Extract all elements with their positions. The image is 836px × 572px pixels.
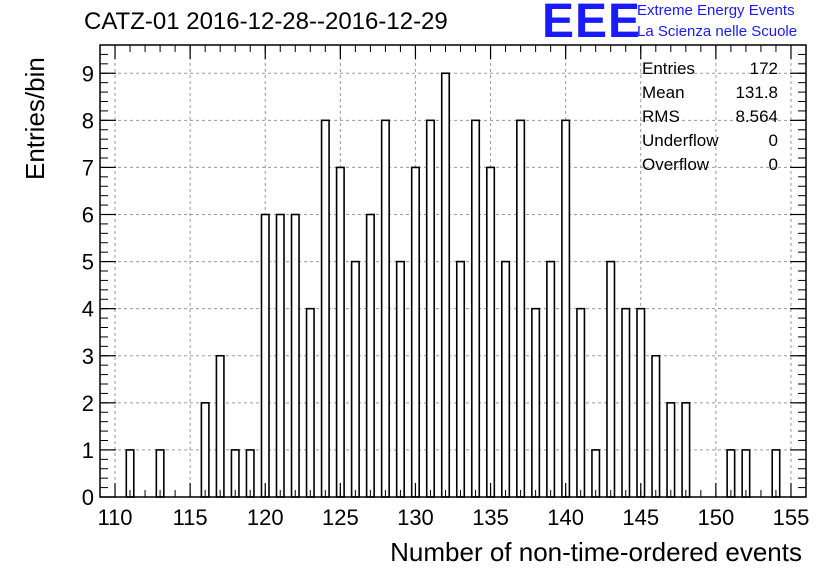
stats-row-mean: Mean 131.8 xyxy=(642,82,778,106)
histogram-bar xyxy=(741,449,751,498)
histogram-bar xyxy=(636,307,646,498)
histogram-bar xyxy=(651,354,661,498)
axis-ticks xyxy=(99,44,807,498)
histogram-bar xyxy=(576,307,586,498)
histogram-bar xyxy=(125,449,135,498)
histogram-bar xyxy=(621,307,631,498)
stats-label: Mean xyxy=(642,83,685,102)
histogram-bar xyxy=(290,213,300,498)
histogram-bar xyxy=(606,260,616,498)
histogram-bar xyxy=(726,449,736,498)
stats-value: 0 xyxy=(768,131,778,150)
x-tick-label: 155 xyxy=(773,505,810,530)
stats-label: Entries xyxy=(642,59,695,78)
stats-label: Underflow xyxy=(642,131,719,150)
histogram-bar xyxy=(470,119,481,498)
y-tick-label: 0 xyxy=(82,485,94,510)
stats-value: 8.564 xyxy=(735,107,778,126)
x-tick-label: 120 xyxy=(247,505,284,530)
histogram-bar xyxy=(546,260,556,498)
y-tick-label: 1 xyxy=(82,438,94,463)
histogram-bar xyxy=(275,213,285,498)
stats-box: Entries 172 Mean 131.8 RMS 8.564 Underfl… xyxy=(642,58,778,178)
x-tick-label: 135 xyxy=(472,505,509,530)
x-tick-label: 130 xyxy=(397,505,434,530)
y-tick-label: 9 xyxy=(82,61,94,86)
x-tick-label: 115 xyxy=(173,505,208,530)
y-tick-label: 2 xyxy=(82,391,94,416)
stats-label: Overflow xyxy=(642,155,710,174)
histogram-bar xyxy=(335,166,345,498)
stats-row-underflow: Underflow 0 xyxy=(642,130,778,154)
y-tick-label: 6 xyxy=(82,203,94,228)
stats-value: 0 xyxy=(768,155,778,174)
stats-row-entries: Entries 172 xyxy=(642,58,778,82)
stats-value: 131.8 xyxy=(735,83,778,102)
y-tick-label: 8 xyxy=(82,108,94,133)
histogram-bar xyxy=(591,449,601,498)
y-tick-label: 5 xyxy=(82,250,94,275)
histogram-bar xyxy=(365,213,375,498)
chart-title: CATZ-01 2016-12-28--2016-12-29 xyxy=(84,8,448,35)
x-tick-label: 140 xyxy=(547,505,584,530)
y-tick-label: 7 xyxy=(82,155,94,180)
y-axis-label: Entries/bin xyxy=(20,57,50,180)
histogram-bar xyxy=(666,402,676,498)
stats-label: RMS xyxy=(642,107,680,126)
x-tick-label: 145 xyxy=(622,505,659,530)
y-tick-label: 3 xyxy=(82,344,94,369)
stats-row-overflow: Overflow 0 xyxy=(642,154,778,178)
y-tick-label: 4 xyxy=(82,297,94,322)
histogram-bar xyxy=(320,119,330,498)
histogram-bar xyxy=(155,449,165,498)
histogram-bar xyxy=(245,449,255,498)
histogram-bar xyxy=(200,402,210,498)
axis-tick-labels: 0 1 2 3 4 5 6 7 8 9 110 115 120 125 130 135 140 145 150 155 xyxy=(82,61,810,530)
x-tick-label: 125 xyxy=(322,505,359,530)
logo-line-2: La Scienza nelle Scuole xyxy=(637,23,798,40)
histogram-bar xyxy=(350,260,360,498)
histogram-bar xyxy=(410,166,421,498)
logo-line-1: Extreme Energy Events xyxy=(637,2,795,19)
x-tick-label: 110 xyxy=(97,505,132,530)
histogram-bar xyxy=(425,119,436,498)
histogram-bar xyxy=(455,260,466,498)
histogram-bar xyxy=(380,119,390,498)
histogram-bar xyxy=(260,213,270,498)
histogram-bar xyxy=(771,449,781,498)
histogram-bar xyxy=(501,260,511,498)
histogram-bar xyxy=(395,260,405,498)
stats-row-rms: RMS 8.564 xyxy=(642,106,778,130)
histogram-bar xyxy=(230,449,240,498)
histogram-bar xyxy=(440,72,451,498)
histogram-bar xyxy=(531,307,541,498)
histogram-bar xyxy=(681,402,691,498)
histogram-bar xyxy=(516,119,526,498)
x-axis-label: Number of non-time-ordered events xyxy=(390,537,802,567)
histogram-bar xyxy=(561,119,571,498)
histogram-bar xyxy=(305,307,315,498)
x-tick-label: 150 xyxy=(698,505,735,530)
stats-value: 172 xyxy=(749,59,778,78)
logo-letters: EEE xyxy=(542,0,642,48)
histogram-bar xyxy=(485,166,496,498)
histogram-bar xyxy=(215,354,225,498)
